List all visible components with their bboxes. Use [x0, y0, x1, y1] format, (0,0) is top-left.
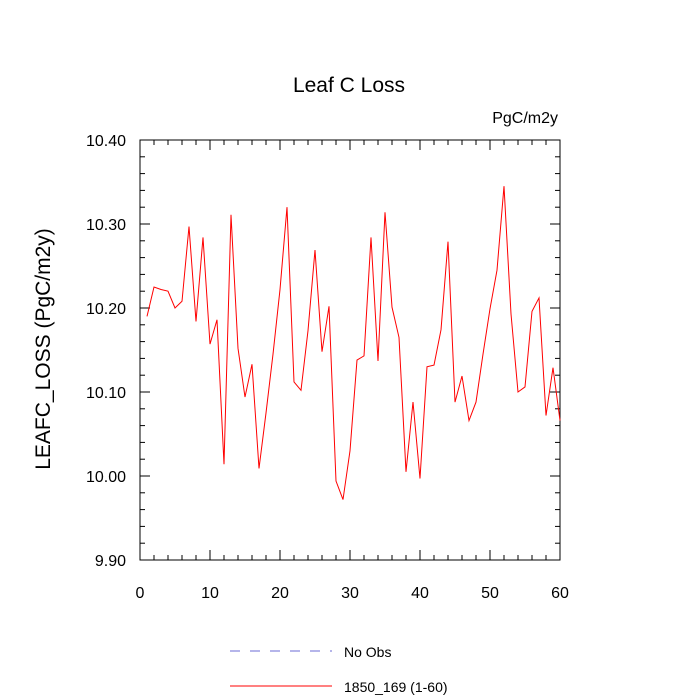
y-tick-label: 10.10 — [86, 385, 126, 402]
plot-frame — [139, 139, 561, 561]
x-tick-label: 10 — [201, 585, 219, 602]
legend: No Obs 1850_169 (1-60) — [230, 644, 448, 695]
x-tick-label: 50 — [481, 585, 499, 602]
x-tick-label: 30 — [341, 585, 359, 602]
y-tick-label: 10.20 — [86, 301, 126, 318]
x-tick-label: 40 — [411, 585, 429, 602]
axes: 0 10 20 30 40 50 60 9.90 10.00 10.10 10.20 10.30 10.… — [86, 133, 569, 602]
y-tick-label: 10.30 — [86, 217, 126, 234]
x-tick-label: 20 — [271, 585, 289, 602]
plot-area — [146, 186, 561, 500]
y-tick-label: 10.40 — [86, 133, 126, 150]
y-tick-label: 9.90 — [95, 553, 126, 570]
legend-label: 1850_169 (1-60) — [344, 679, 448, 695]
legend-label: No Obs — [344, 644, 391, 660]
x-tick-label: 0 — [136, 585, 145, 602]
x-tick-label: 60 — [551, 585, 569, 602]
chart-title: Leaf C Loss — [293, 74, 405, 97]
y-tick-label: 10.00 — [86, 469, 126, 486]
y-axis-label: LEAFC_LOSS (PgC/m2y) — [32, 228, 55, 470]
units-label: PgC/m2y — [492, 110, 558, 127]
series-line — [146, 186, 561, 500]
